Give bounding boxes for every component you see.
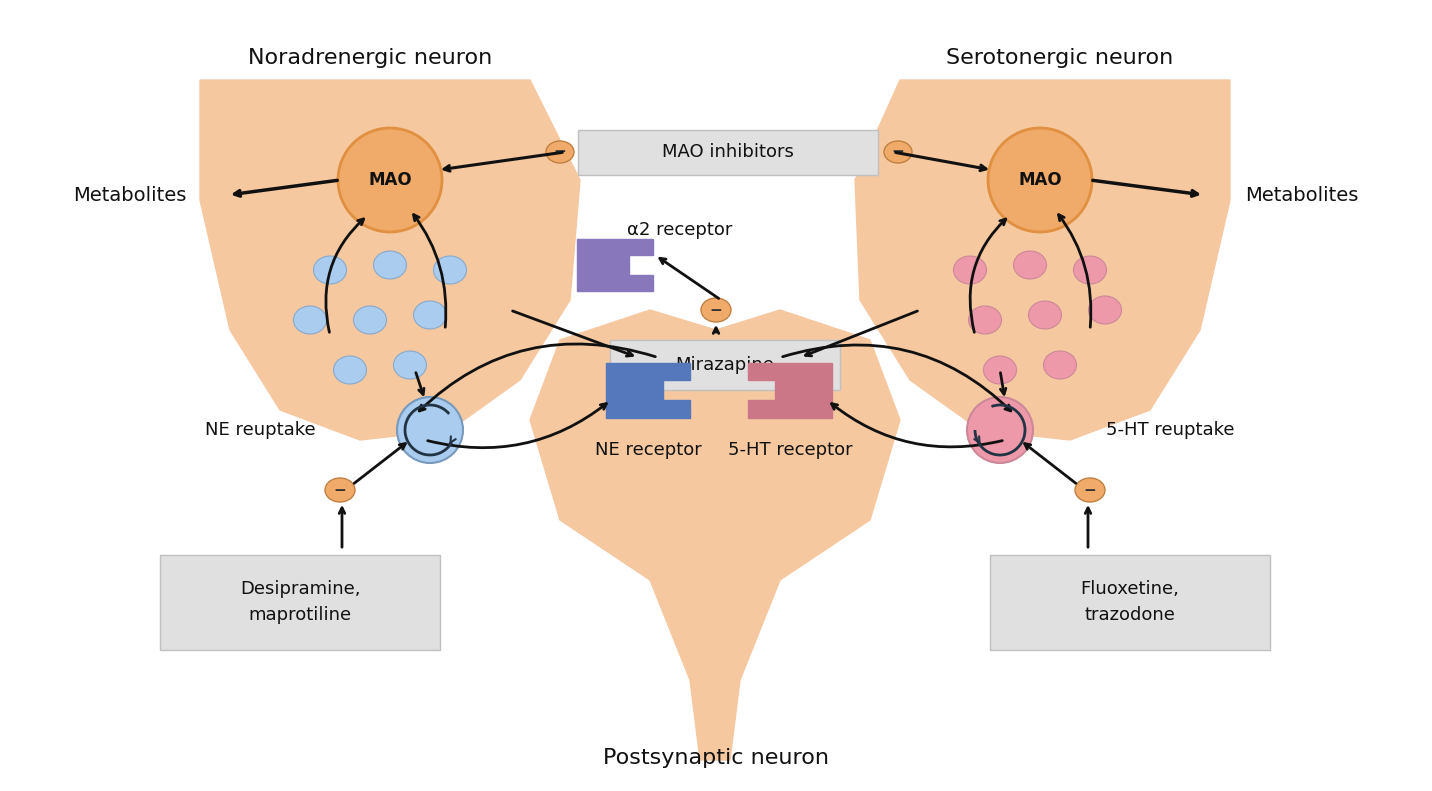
Text: MAO: MAO — [368, 171, 412, 189]
Text: −: − — [334, 483, 347, 498]
Text: Fluoxetine,
trazodone: Fluoxetine, trazodone — [1081, 581, 1180, 623]
FancyBboxPatch shape — [610, 340, 841, 390]
Polygon shape — [748, 362, 832, 418]
Ellipse shape — [1074, 256, 1107, 284]
Ellipse shape — [314, 256, 347, 284]
Ellipse shape — [1028, 301, 1061, 329]
FancyBboxPatch shape — [160, 555, 440, 650]
Polygon shape — [200, 80, 580, 440]
Ellipse shape — [954, 256, 987, 284]
Text: NE reuptake: NE reuptake — [205, 421, 315, 439]
Polygon shape — [855, 80, 1230, 440]
Text: Noradrenergic neuron: Noradrenergic neuron — [248, 48, 493, 68]
Text: 5-HT receptor: 5-HT receptor — [727, 441, 852, 459]
Ellipse shape — [354, 306, 387, 334]
Circle shape — [338, 128, 442, 232]
Ellipse shape — [434, 256, 467, 284]
Text: −: − — [554, 145, 567, 160]
Text: Postsynaptic neuron: Postsynaptic neuron — [603, 748, 829, 768]
Circle shape — [397, 397, 463, 463]
Ellipse shape — [884, 141, 912, 163]
Text: NE receptor: NE receptor — [594, 441, 702, 459]
Ellipse shape — [1014, 251, 1047, 279]
Polygon shape — [577, 239, 653, 291]
Ellipse shape — [546, 141, 574, 163]
Text: MAO: MAO — [1018, 171, 1061, 189]
Ellipse shape — [984, 356, 1017, 384]
Text: −: − — [1084, 483, 1097, 498]
FancyBboxPatch shape — [990, 555, 1270, 650]
Text: 5-HT reuptake: 5-HT reuptake — [1106, 421, 1234, 439]
Circle shape — [967, 397, 1032, 463]
Text: MAO inhibitors: MAO inhibitors — [662, 143, 793, 161]
Text: −: − — [710, 302, 722, 317]
Polygon shape — [530, 310, 899, 760]
Text: α2 receptor: α2 receptor — [627, 221, 733, 239]
Ellipse shape — [1088, 296, 1121, 324]
Ellipse shape — [374, 251, 407, 279]
Text: Mirazapine: Mirazapine — [676, 356, 775, 374]
Ellipse shape — [334, 356, 367, 384]
Text: Metabolites: Metabolites — [1246, 186, 1359, 205]
FancyBboxPatch shape — [579, 130, 878, 175]
Ellipse shape — [394, 351, 427, 379]
Text: Metabolites: Metabolites — [73, 186, 186, 205]
Text: Desipramine,
maprotiline: Desipramine, maprotiline — [239, 581, 361, 623]
Text: Serotonergic neuron: Serotonergic neuron — [947, 48, 1174, 68]
Ellipse shape — [414, 301, 447, 329]
Ellipse shape — [1075, 478, 1106, 502]
Ellipse shape — [968, 306, 1001, 334]
Text: −: − — [892, 145, 905, 160]
Ellipse shape — [702, 298, 730, 322]
Polygon shape — [606, 362, 690, 418]
Ellipse shape — [294, 306, 326, 334]
Ellipse shape — [325, 478, 355, 502]
Ellipse shape — [1044, 351, 1077, 379]
Circle shape — [988, 128, 1093, 232]
